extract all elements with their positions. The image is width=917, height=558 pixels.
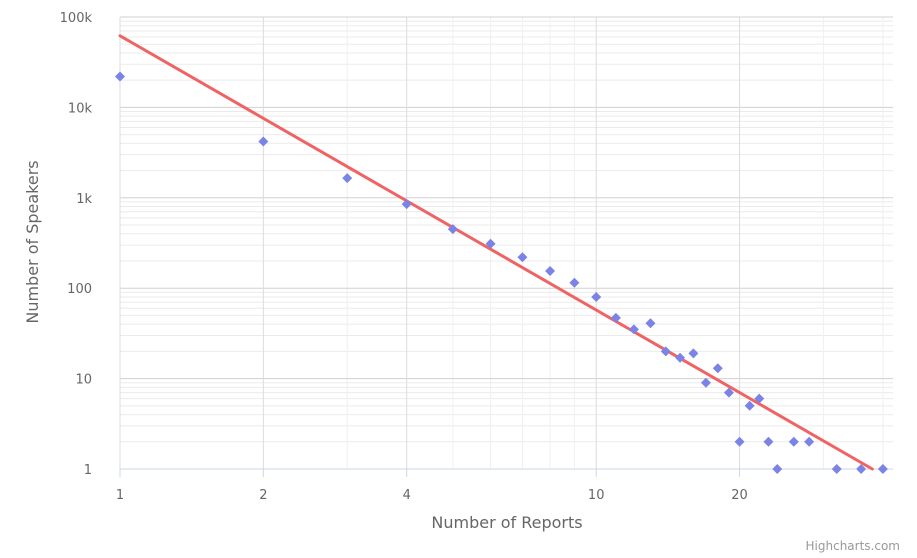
y-tick-label: 1k [76,192,92,207]
x-tick-label: 20 [731,488,748,503]
x-axis-title: Number of Reports [431,513,582,532]
scatter-point[interactable] [610,312,621,323]
trend-line-series [118,34,874,471]
y-axis-title: Number of Speakers [23,160,42,323]
scatter-point[interactable] [877,464,888,474]
scatter-point[interactable] [700,377,711,388]
scatter-series [115,71,888,474]
scatter-point[interactable] [115,71,125,82]
scatter-point[interactable] [569,277,580,288]
y-tick-label: 100k [60,11,93,26]
minor-grid [120,17,893,469]
trend-line [118,34,874,471]
scatter-point[interactable] [675,352,686,363]
y-tick-label: 10 [75,373,92,388]
scatter-point[interactable] [754,393,765,404]
scatter-point[interactable] [831,464,842,474]
y-axis: 1 10 100 1k 10k 100k [60,11,93,478]
scatter-point[interactable] [804,436,815,447]
y-tick-label: 1 [84,463,92,478]
major-grid [119,16,893,469]
scatter-point[interactable] [258,136,269,147]
y-tick-label: 100 [67,282,92,297]
scatter-point[interactable] [401,199,412,210]
scatter-point[interactable] [744,400,755,411]
scatter-point[interactable] [734,436,745,447]
scatter-point[interactable] [856,464,867,474]
x-axis: 1 2 4 10 20 [116,468,893,503]
scatter-point[interactable] [660,346,671,357]
scatter-point[interactable] [485,238,496,249]
credits-link[interactable]: Highcharts.com [806,539,900,553]
x-tick-label: 2 [259,488,267,503]
scatter-point[interactable] [688,348,699,359]
scatter-point[interactable] [772,464,783,474]
scatter-point[interactable] [628,324,639,335]
scatter-point[interactable] [712,363,723,374]
scatter-point[interactable] [545,265,556,276]
y-tick-label: 10k [68,101,93,116]
scatter-point[interactable] [447,224,458,235]
x-tick-label: 1 [116,488,124,503]
scatter-point[interactable] [763,436,774,447]
x-tick-label: 4 [403,488,411,503]
scatter-point[interactable] [723,387,734,398]
scatter-point[interactable] [342,173,353,184]
scatter-point[interactable] [788,436,799,447]
scatter-point[interactable] [645,318,656,329]
scatter-point[interactable] [591,291,602,302]
x-tick-label: 10 [588,488,605,503]
scatter-point[interactable] [517,252,528,263]
